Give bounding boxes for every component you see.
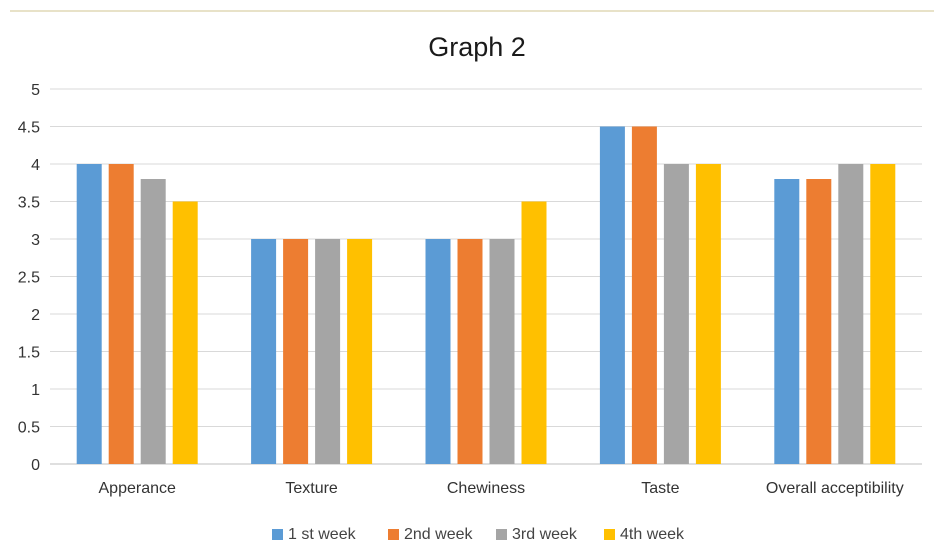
bar-1-2 [251,239,277,464]
bar-4-5 [870,164,896,464]
legend: 1 st week 2nd week 3rd week 4th week [272,526,685,543]
bar-4-2 [347,239,373,464]
bar-4-1 [172,201,198,464]
legend-swatch [388,529,399,540]
y-tick-label: 1 [31,382,40,399]
x-category-label: Texture [285,480,338,497]
bar-2-2 [283,239,309,464]
bar-1-1 [76,164,102,464]
bars [76,126,896,464]
bar-2-1 [108,164,134,464]
bar-2-4 [631,126,657,464]
x-axis: Apperance Texture Chewiness Taste Overall ac… [99,480,904,497]
y-tick-label: 5 [31,82,40,99]
x-category-label: Apperance [99,480,176,497]
bar-3-1 [140,179,166,464]
y-axis: 0 0.5 1 1.5 2 2.5 3 3.5 4 4.5 5 [18,82,40,474]
y-tick-label: 0.5 [18,420,40,437]
bar-3-3 [489,239,515,464]
bar-2-5 [806,179,832,464]
bar-4-4 [695,164,721,464]
x-category-label: Taste [641,480,679,497]
y-tick-label: 3 [31,232,40,249]
legend-label: 4th week [620,526,685,543]
bar-3-4 [663,164,689,464]
y-tick-label: 4 [31,157,40,174]
y-tick-label: 0 [31,457,40,474]
bar-3-2 [315,239,341,464]
x-category-label: Chewiness [447,480,525,497]
y-tick-label: 2 [31,307,40,324]
legend-label: 2nd week [404,526,473,543]
y-tick-label: 1.5 [18,345,40,362]
bar-1-4 [599,126,625,464]
x-category-label: Overall acceptibility [766,480,904,497]
legend-swatch [604,529,615,540]
legend-swatch [496,529,507,540]
bar-2-3 [457,239,483,464]
legend-label: 3rd week [512,526,578,543]
y-tick-label: 2.5 [18,270,40,287]
y-tick-label: 4.5 [18,120,40,137]
bar-1-3 [425,239,451,464]
top-rule [10,10,934,12]
chart-title: Graph 2 [428,32,526,62]
y-tick-label: 3.5 [18,195,40,212]
bar-1-5 [774,179,800,464]
bar-3-5 [838,164,864,464]
legend-swatch [272,529,283,540]
bar-4-3 [521,201,547,464]
legend-label: 1 st week [288,526,357,543]
